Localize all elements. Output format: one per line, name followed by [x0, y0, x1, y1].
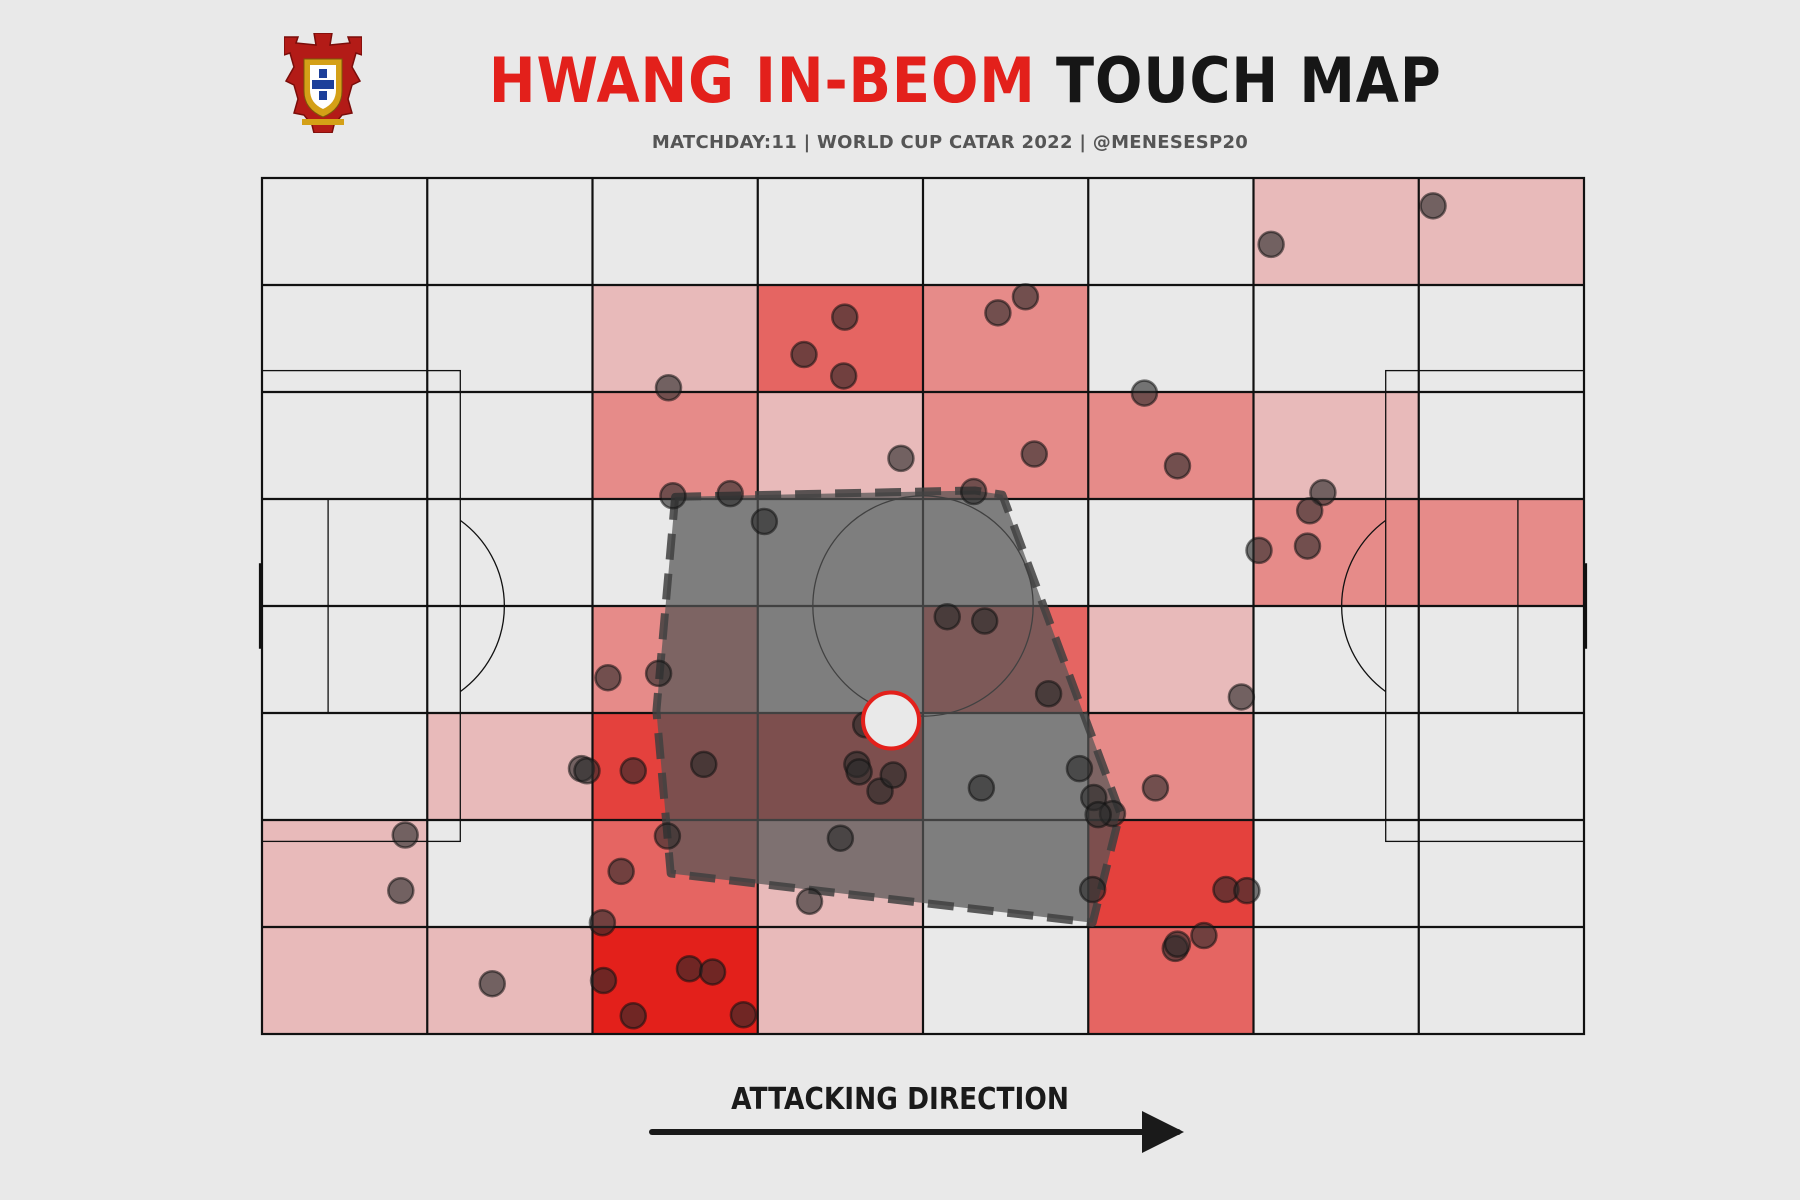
touch-point — [589, 966, 618, 995]
touch-point — [1163, 452, 1192, 480]
heat-bin — [757, 392, 923, 499]
touch-point — [1020, 440, 1049, 468]
touch-point — [750, 507, 779, 536]
touch-point — [1295, 497, 1324, 525]
touch-point — [1011, 283, 1040, 311]
touch-point — [1130, 379, 1159, 407]
crest-quina-center — [319, 80, 327, 89]
touch-point — [729, 1000, 758, 1029]
heat-bin — [1253, 392, 1419, 499]
touch-point — [1078, 875, 1107, 904]
touch-point — [970, 607, 999, 635]
touch-point — [967, 774, 996, 802]
touch-point — [1034, 679, 1063, 708]
heat-bin — [592, 285, 758, 392]
heat-bin — [1088, 392, 1254, 499]
touch-point — [1293, 532, 1322, 560]
touch-point — [887, 444, 915, 473]
touch-point — [1245, 536, 1273, 565]
pitch-outline — [260, 176, 1586, 1036]
crest-quina-right — [326, 80, 334, 89]
touch-point — [391, 821, 419, 849]
touch-point — [478, 969, 506, 998]
touch-point — [831, 303, 859, 331]
heat-bin — [1088, 606, 1254, 713]
touch-point — [826, 824, 855, 852]
touch-point — [1309, 478, 1337, 507]
pitch-markings — [258, 176, 1588, 1036]
subtitle-text: MATCHDAY:11 | WORLD CUP CATAR 2022 | @ME… — [651, 132, 1249, 153]
touch-point — [1227, 683, 1256, 711]
heat-bin — [757, 927, 923, 1034]
page-subtitle: MATCHDAY:11 | WORLD CUP CATAR 2022 | @ME… — [0, 132, 1800, 153]
touch-point — [607, 857, 635, 886]
touch-point — [879, 761, 908, 789]
crest-band — [302, 119, 344, 125]
touch-point — [654, 373, 683, 402]
touch-point — [829, 362, 858, 390]
title-player-name: HWANG IN-BEOM — [488, 44, 1036, 117]
touch-points — [387, 192, 1447, 1030]
touch-point — [1257, 230, 1285, 259]
heat-bin — [262, 927, 428, 1034]
attacking-direction-label: ATTACKING DIRECTION — [731, 1082, 1069, 1117]
touch-point — [619, 1002, 648, 1030]
heat-bin — [923, 392, 1089, 499]
heat-bin — [923, 285, 1089, 392]
touch-point — [619, 757, 648, 785]
heat-bin — [1253, 178, 1419, 285]
touch-point — [1419, 192, 1447, 220]
touch-point — [1141, 774, 1170, 802]
touch-point — [690, 750, 718, 779]
heatmap-bins — [262, 178, 1584, 1034]
touch-point — [675, 954, 704, 983]
average-position-marker — [861, 690, 922, 751]
touch-point — [594, 663, 622, 692]
touch-point — [1084, 800, 1112, 829]
average-position — [861, 690, 922, 751]
heat-bin — [427, 713, 593, 820]
touch-point — [1065, 754, 1094, 783]
heat-bin — [1418, 178, 1584, 285]
title-touch-map: TOUCH MAP — [1035, 44, 1442, 117]
touch-point — [845, 758, 873, 786]
page-title: HWANG IN-BEOM TOUCH MAP — [0, 44, 1800, 117]
crest-quina-left — [312, 80, 320, 89]
touch-point — [1190, 921, 1218, 950]
crest-quina-top — [319, 69, 327, 78]
touch-point — [1233, 876, 1261, 905]
portugal-crest-icon — [284, 33, 362, 133]
crest-quina-bottom — [319, 91, 327, 100]
touch-point — [644, 659, 673, 688]
touch-point — [573, 757, 601, 785]
touch-point — [933, 602, 961, 631]
heat-bin — [1418, 499, 1584, 606]
heat-bin — [427, 927, 593, 1034]
touch-point — [659, 482, 687, 510]
touch-point — [716, 479, 744, 508]
touch-point — [653, 822, 682, 850]
touch-point — [387, 876, 415, 905]
touch-point — [588, 908, 617, 937]
touch-point — [698, 958, 727, 986]
touch-point — [959, 477, 988, 506]
touch-point — [984, 299, 1012, 327]
heat-bin — [1253, 499, 1419, 606]
touch-point — [1163, 930, 1192, 958]
touch-point — [790, 340, 818, 369]
touch-point — [795, 887, 824, 916]
